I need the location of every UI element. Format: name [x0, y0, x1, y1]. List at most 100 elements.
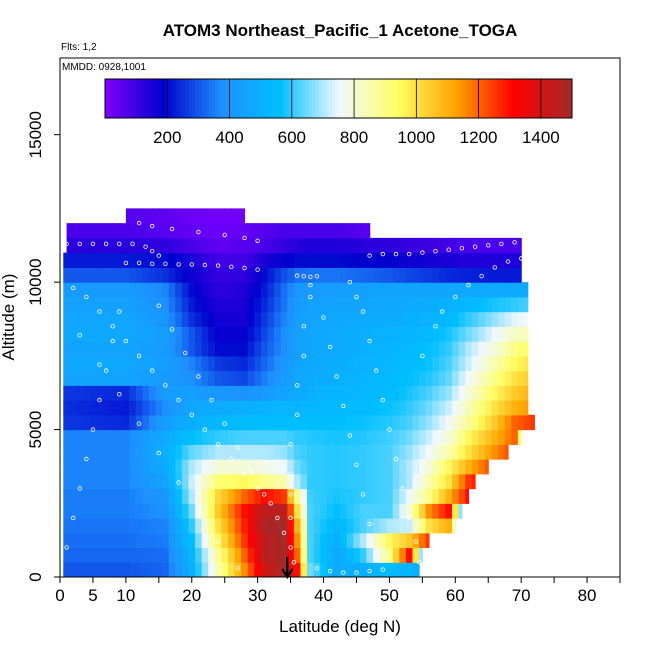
- heatmap-cell: [356, 223, 364, 239]
- flight-track-point: [472, 244, 478, 249]
- heatmap-cell: [214, 429, 223, 445]
- heatmap-cell: [158, 223, 167, 239]
- colorbar-segment: [158, 79, 163, 118]
- flight-track-point: [229, 264, 234, 269]
- heatmap-cell: [142, 459, 150, 475]
- colorbar-segment: [358, 79, 363, 118]
- heatmap-cell: [181, 503, 190, 519]
- heatmap-cell: [333, 296, 341, 313]
- heatmap-cell: [102, 562, 111, 577]
- heatmap-cell: [280, 459, 288, 475]
- heatmap-cell: [498, 444, 506, 460]
- heatmap-cell: [280, 473, 288, 490]
- heatmap-cell: [86, 223, 94, 239]
- heatmap-cell: [234, 503, 242, 519]
- heatmap-cell: [63, 473, 71, 490]
- flight-track-point: [492, 265, 497, 270]
- heatmap-cell: [247, 385, 255, 401]
- heatmap-cell: [63, 267, 71, 283]
- heatmap-cell: [300, 532, 308, 549]
- heatmap-cell: [504, 296, 512, 313]
- heatmap-cell: [399, 473, 407, 490]
- heatmap-cell: [201, 488, 209, 504]
- heatmap-cell: [267, 532, 275, 549]
- heatmap-cell: [155, 518, 163, 534]
- heatmap-cell: [353, 252, 361, 268]
- heatmap-cell: [405, 429, 414, 445]
- heatmap-cell: [382, 237, 391, 254]
- heatmap-cell: [274, 311, 282, 327]
- colorbar-segment: [518, 79, 523, 118]
- heatmap-cell: [432, 400, 440, 416]
- colorbar-segment: [251, 79, 256, 118]
- heatmap-cell: [89, 385, 97, 401]
- heatmap-cell: [346, 547, 354, 563]
- heatmap-cell: [63, 400, 71, 416]
- heatmap-cell: [188, 414, 196, 431]
- heatmap-cell: [399, 503, 407, 519]
- heatmap-cell: [517, 326, 526, 342]
- heatmap-cell: [221, 518, 229, 534]
- heatmap-cell: [148, 311, 157, 327]
- flight-track-point: [156, 303, 161, 308]
- colorbar-segment: [391, 79, 396, 118]
- heatmap-cell: [102, 547, 111, 563]
- heatmap-cell: [241, 414, 249, 431]
- heatmap-cell: [412, 414, 420, 431]
- colorbar-segment: [151, 79, 156, 118]
- flight-track-point: [163, 261, 168, 266]
- heatmap-cell: [422, 237, 430, 254]
- heatmap-cell: [122, 355, 130, 372]
- heatmap-cell: [228, 311, 236, 327]
- heatmap-cell: [76, 547, 84, 563]
- heatmap-cell: [168, 326, 176, 342]
- heatmap-cell: [326, 429, 335, 445]
- heatmap-cell: [69, 311, 78, 327]
- heatmap-cell: [445, 370, 453, 386]
- heatmap-cell: [445, 267, 453, 283]
- heatmap-cell: [135, 252, 143, 268]
- heatmap-cell: [185, 223, 193, 239]
- heatmap-cell: [359, 341, 367, 357]
- heatmap-cell: [386, 385, 394, 401]
- heatmap-cell: [254, 562, 262, 577]
- heatmap-cell: [234, 459, 242, 475]
- heatmap-cell: [405, 385, 414, 401]
- heatmap-cell: [524, 385, 529, 401]
- heatmap-cell: [76, 326, 84, 342]
- heatmap-cell: [399, 429, 407, 445]
- heatmap-cell: [293, 547, 302, 563]
- heatmap-cell: [300, 473, 308, 490]
- heatmap-cell: [208, 267, 216, 283]
- heatmap-cell: [353, 400, 361, 416]
- heatmap-cell: [116, 311, 124, 327]
- heatmap-cell: [452, 400, 460, 416]
- heatmap-cell: [412, 252, 420, 268]
- heatmap-cell: [198, 237, 206, 254]
- heatmap-cell: [188, 311, 196, 327]
- heatmap-cell: [195, 355, 203, 372]
- heatmap-cell: [116, 282, 124, 298]
- heatmap-cell: [452, 444, 460, 460]
- colorbar-segment: [448, 79, 453, 118]
- heatmap-cell: [366, 400, 374, 416]
- heatmap-cell: [148, 385, 157, 401]
- heatmap-cell: [69, 488, 78, 504]
- heatmap-cell: [293, 355, 302, 372]
- flight-track-point: [117, 241, 122, 246]
- heatmap-cell: [425, 473, 433, 490]
- flight-track-point: [367, 568, 372, 574]
- heatmap-cell: [372, 488, 381, 504]
- heatmap-cell: [320, 400, 328, 416]
- heatmap-cell: [517, 355, 526, 372]
- heatmap-cell: [425, 532, 430, 549]
- heatmap-cell: [405, 473, 414, 490]
- heatmap-cell: [524, 282, 529, 298]
- heatmap-cell: [392, 296, 400, 313]
- heatmap-cell: [445, 296, 453, 313]
- heatmap-cell: [201, 252, 209, 268]
- plot-frame: [59, 57, 621, 578]
- flight-track-point: [341, 403, 346, 409]
- heatmap-cell: [102, 459, 111, 475]
- heatmap-cell: [326, 459, 335, 475]
